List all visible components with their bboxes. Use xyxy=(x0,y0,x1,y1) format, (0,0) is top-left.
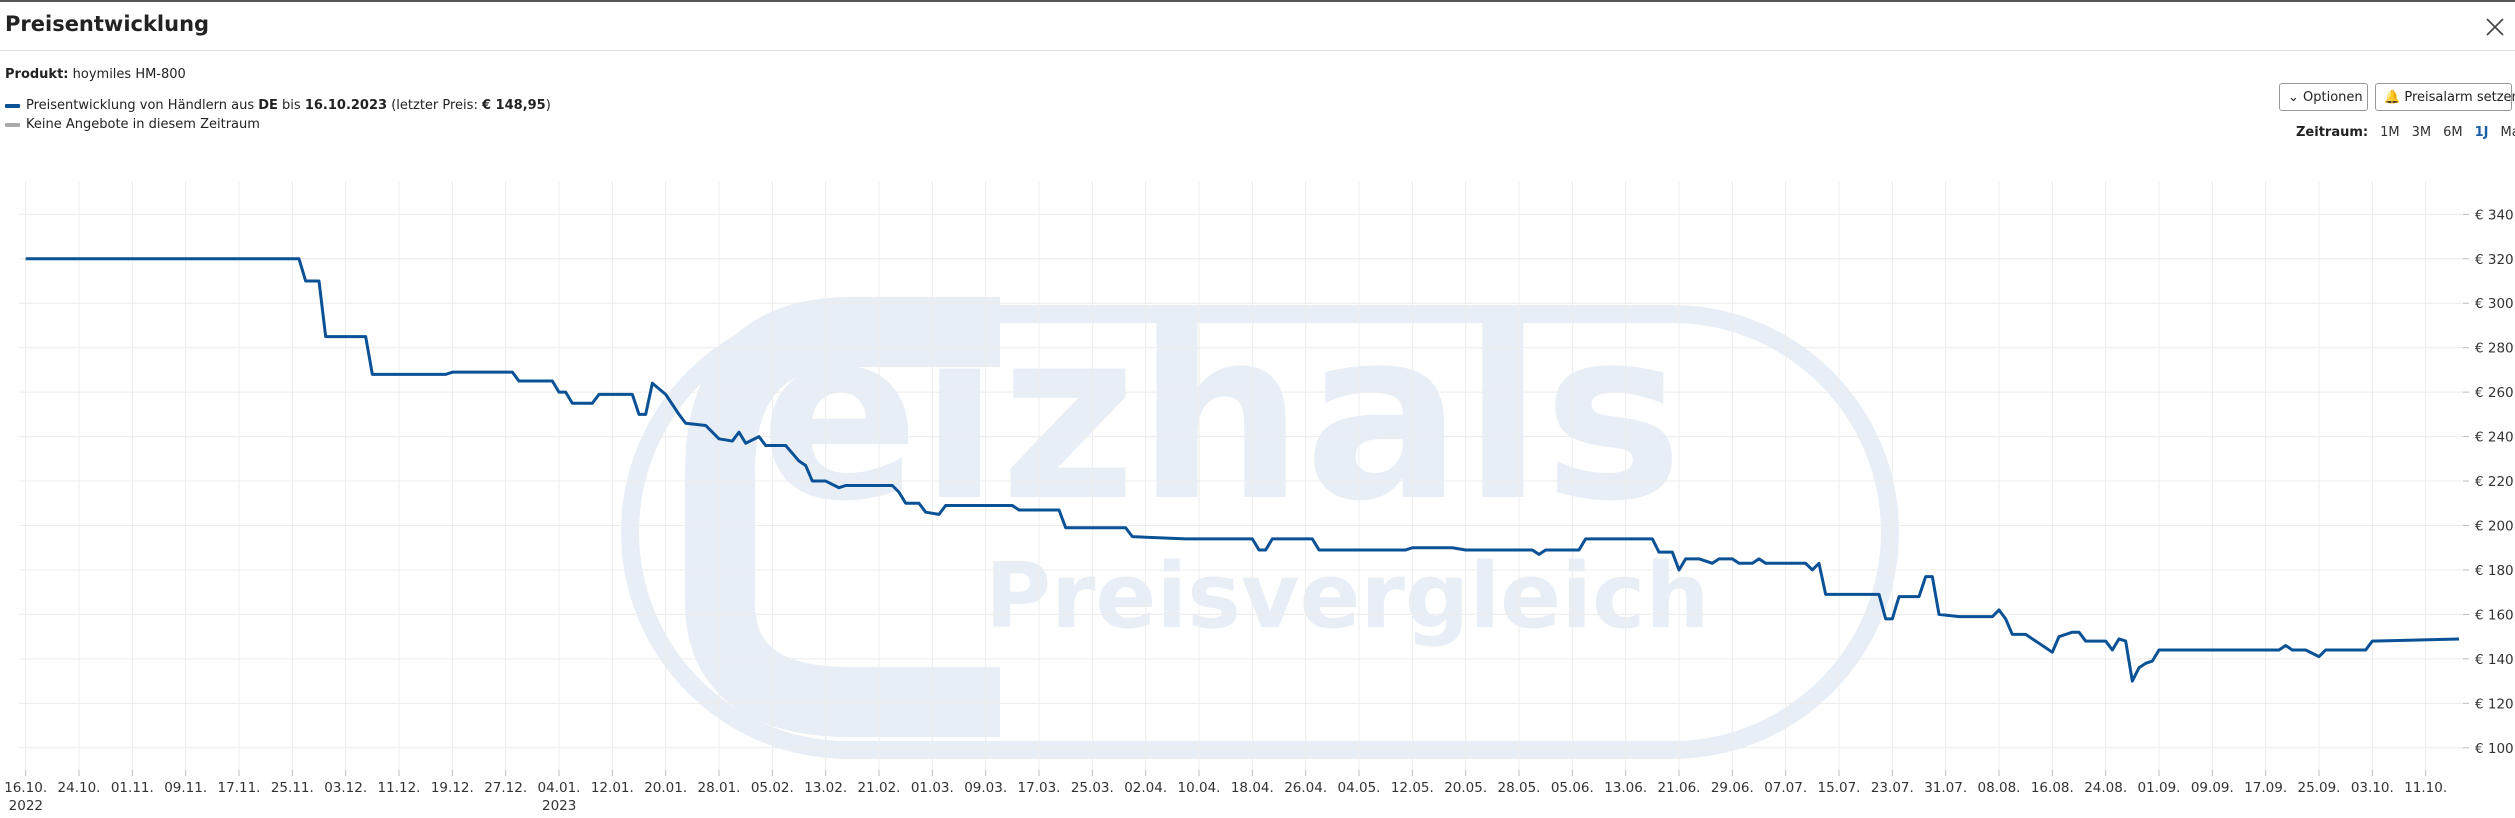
y-tick-label: € 280 xyxy=(2475,341,2514,357)
close-button[interactable] xyxy=(2484,16,2506,38)
x-tick-label: 26.04. xyxy=(1284,780,1327,796)
button-label: Optionen xyxy=(2303,90,2363,105)
watermark-frame xyxy=(621,305,1899,759)
y-tick-label: € 140 xyxy=(2475,652,2514,668)
price-line xyxy=(25,257,2460,683)
x-tick-label: 27.12. xyxy=(484,780,527,796)
legend-price: Preisentwicklung von Händlern aus DE bis… xyxy=(5,98,551,113)
x-tick-label: 28.05. xyxy=(1498,780,1541,796)
y-tick-label: € 100 xyxy=(2475,741,2514,757)
dialog-title: Preisentwicklung xyxy=(5,12,210,36)
x-tick-label: 25.11. xyxy=(271,780,314,796)
legend-text: (letzter Preis: xyxy=(387,98,482,113)
x-tick-label: 25.09. xyxy=(2298,780,2341,796)
product: Produkt: hoymiles HM-800 xyxy=(5,67,186,82)
x-tick-label: 04.05. xyxy=(1338,780,1381,796)
x-tick-label: 17.03. xyxy=(1018,780,1061,796)
watermark: eizhals Preisvergleich xyxy=(621,280,1899,759)
x-tick-label: 31.07. xyxy=(1924,780,1967,796)
x-year-label: 2022 xyxy=(9,798,43,814)
x-tick-label: 03.10. xyxy=(2351,780,2394,796)
range-option[interactable]: 1J xyxy=(2474,125,2489,140)
y-tick-label: € 260 xyxy=(2475,385,2514,401)
range-selector: Zeitraum: 1M 3M 6M 1J Max xyxy=(2296,125,2515,140)
x-tick-label: 24.08. xyxy=(2084,780,2127,796)
x-tick-label: 13.02. xyxy=(804,780,847,796)
x-tick-label: 17.09. xyxy=(2244,780,2287,796)
y-tick-label: € 200 xyxy=(2475,519,2514,535)
x-tick-label: 04.01. xyxy=(538,780,581,796)
x-tick-label: 19.12. xyxy=(431,780,474,796)
x-tick-label: 01.11. xyxy=(111,780,154,796)
x-tick-label: 23.07. xyxy=(1871,780,1914,796)
product-label: Produkt: xyxy=(5,67,69,82)
legend-text: ) xyxy=(545,98,551,113)
button-label: Preisalarm setzen xyxy=(2404,90,2515,105)
x-tick-label: 17.11. xyxy=(218,780,261,796)
watermark-tagline: Preisvergleich xyxy=(985,544,1709,649)
divider xyxy=(0,50,2515,51)
x-tick-label: 08.08. xyxy=(1978,780,2021,796)
x-tick-label: 02.04. xyxy=(1124,780,1167,796)
legend-text: Keine Angebote in diesem Zeitraum xyxy=(26,117,260,132)
x-tick-label: 16.08. xyxy=(2031,780,2074,796)
range-option[interactable]: 3M xyxy=(2411,125,2432,140)
x-tick-label: 07.07. xyxy=(1764,780,1807,796)
y-tick-label: € 340 xyxy=(2475,207,2514,223)
legend-text: DE xyxy=(258,98,278,113)
x-tick-label: 25.03. xyxy=(1071,780,1114,796)
x-tick-label: 09.03. xyxy=(964,780,1007,796)
x-tick-label: 09.11. xyxy=(164,780,207,796)
watermark-brand: eizhals xyxy=(760,280,1683,553)
range-option[interactable]: 1M xyxy=(2380,125,2400,140)
x-tick-label: 21.06. xyxy=(1658,780,1701,796)
x-tick-label: 09.09. xyxy=(2191,780,2234,796)
x-year-label: 2023 xyxy=(542,798,576,814)
x-tick-label: 05.02. xyxy=(751,780,794,796)
y-tick-label: € 300 xyxy=(2475,296,2514,312)
legend-text: bis xyxy=(277,98,305,113)
x-tick-label: 12.05. xyxy=(1391,780,1434,796)
x-tick-label: 15.07. xyxy=(1818,780,1861,796)
x-tick-label: 10.04. xyxy=(1178,780,1221,796)
x-tick-label: 11.10. xyxy=(2404,780,2447,796)
x-tick-label: 12.01. xyxy=(591,780,634,796)
legend-text: 16.10.2023 xyxy=(304,98,388,113)
options-button[interactable]: ⌄ Optionen xyxy=(2279,83,2368,111)
range-option[interactable]: Max xyxy=(2500,125,2515,140)
x-tick-label: 11.12. xyxy=(378,780,421,796)
legend-swatch xyxy=(5,103,20,108)
product-name: hoymiles HM-800 xyxy=(72,67,186,82)
legend-swatch xyxy=(5,122,20,127)
range-option[interactable]: 6M xyxy=(2443,125,2463,140)
x-tick-label: 29.06. xyxy=(1711,780,1754,796)
range-label: Zeitraum: xyxy=(2296,125,2369,140)
x-tick-label: 16.10. xyxy=(4,780,47,796)
x-tick-label: 05.06. xyxy=(1551,780,1594,796)
x-tick-label: 13.06. xyxy=(1604,780,1647,796)
watermark-g xyxy=(685,297,1000,737)
legend-text: € 148,95 xyxy=(481,98,546,113)
x-tick-label: 21.02. xyxy=(858,780,901,796)
y-tick-label: € 180 xyxy=(2475,563,2514,579)
price-alarm-button[interactable]: 🔔 Preisalarm setzen xyxy=(2375,83,2515,111)
y-tick-label: € 160 xyxy=(2475,607,2514,623)
x-tick-label: 20.05. xyxy=(1444,780,1487,796)
y-tick-label: € 240 xyxy=(2475,430,2514,446)
x-tick-label: 20.01. xyxy=(644,780,687,796)
x-tick-label: 24.10. xyxy=(58,780,101,796)
y-tick-label: € 220 xyxy=(2475,474,2514,490)
x-tick-label: 28.01. xyxy=(698,780,741,796)
legend-no-offers: Keine Angebote in diesem Zeitraum xyxy=(5,117,260,132)
legend-text: Preisentwicklung von Händlern aus xyxy=(26,98,259,113)
y-tick-label: € 320 xyxy=(2475,252,2514,268)
x-tick-label: 01.09. xyxy=(2138,780,2181,796)
x-tick-label: 03.12. xyxy=(324,780,367,796)
y-tick-label: € 120 xyxy=(2475,696,2514,712)
x-tick-label: 01.03. xyxy=(911,780,954,796)
x-tick-label: 18.04. xyxy=(1231,780,1274,796)
